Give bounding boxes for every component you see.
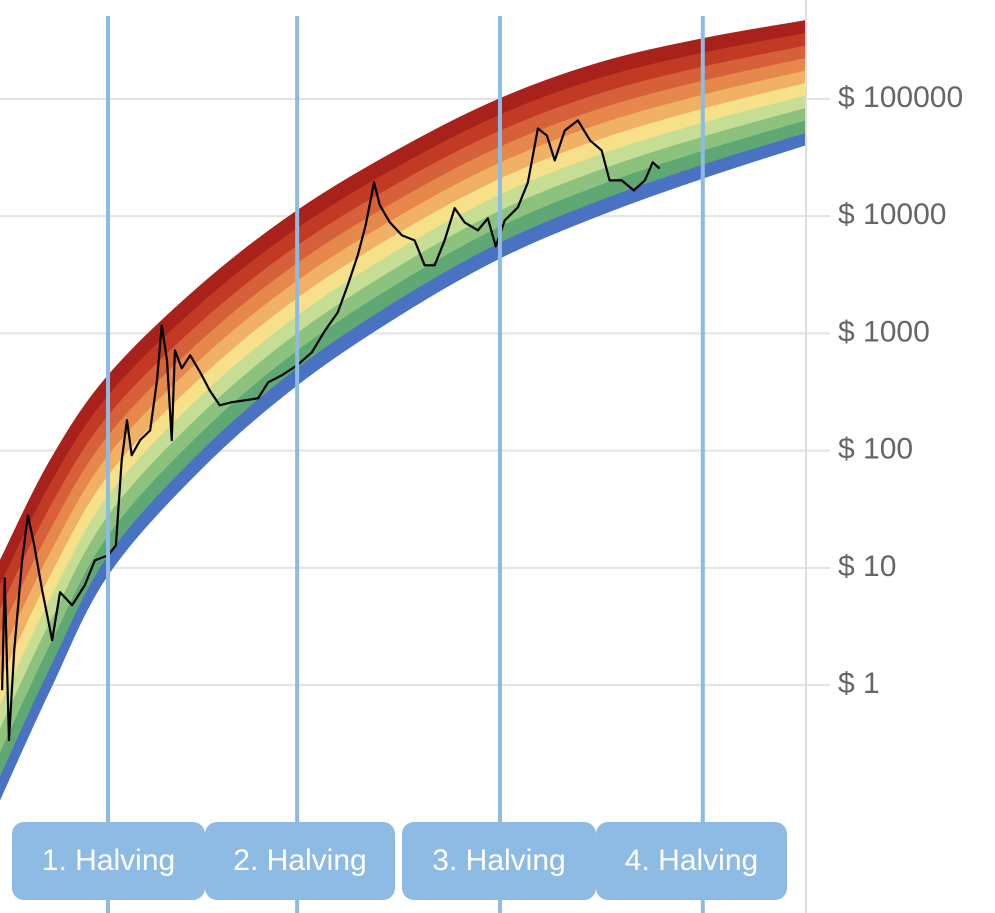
halving-badge	[12, 822, 205, 900]
halvings: 1. Halving 2. Halving 3. Halving 4. Halving	[12, 16, 787, 913]
halving-label: 1. Halving	[42, 844, 175, 877]
y-tick-label: $ 1	[838, 667, 880, 700]
y-tick-label: $ 10	[838, 550, 896, 583]
y-tick-label: $ 1000	[838, 315, 930, 348]
halving-label: 4. Halving	[625, 844, 758, 877]
plot-area	[0, 20, 805, 801]
halving-label: 2. Halving	[233, 844, 366, 877]
halving-badge	[596, 822, 787, 900]
y-tick-label: $ 100000	[838, 81, 963, 114]
y-tick-label: $ 10000	[838, 198, 946, 231]
rainbow-band	[0, 20, 805, 585]
halving-label: 3. Halving	[432, 844, 565, 877]
halving-badge	[205, 822, 395, 900]
halving-badge	[402, 822, 596, 900]
y-ticks: $ 1 $ 10 $ 100 $ 1000 $ 10000 $ 100000	[838, 81, 963, 700]
y-tick-label: $ 100	[838, 433, 913, 466]
